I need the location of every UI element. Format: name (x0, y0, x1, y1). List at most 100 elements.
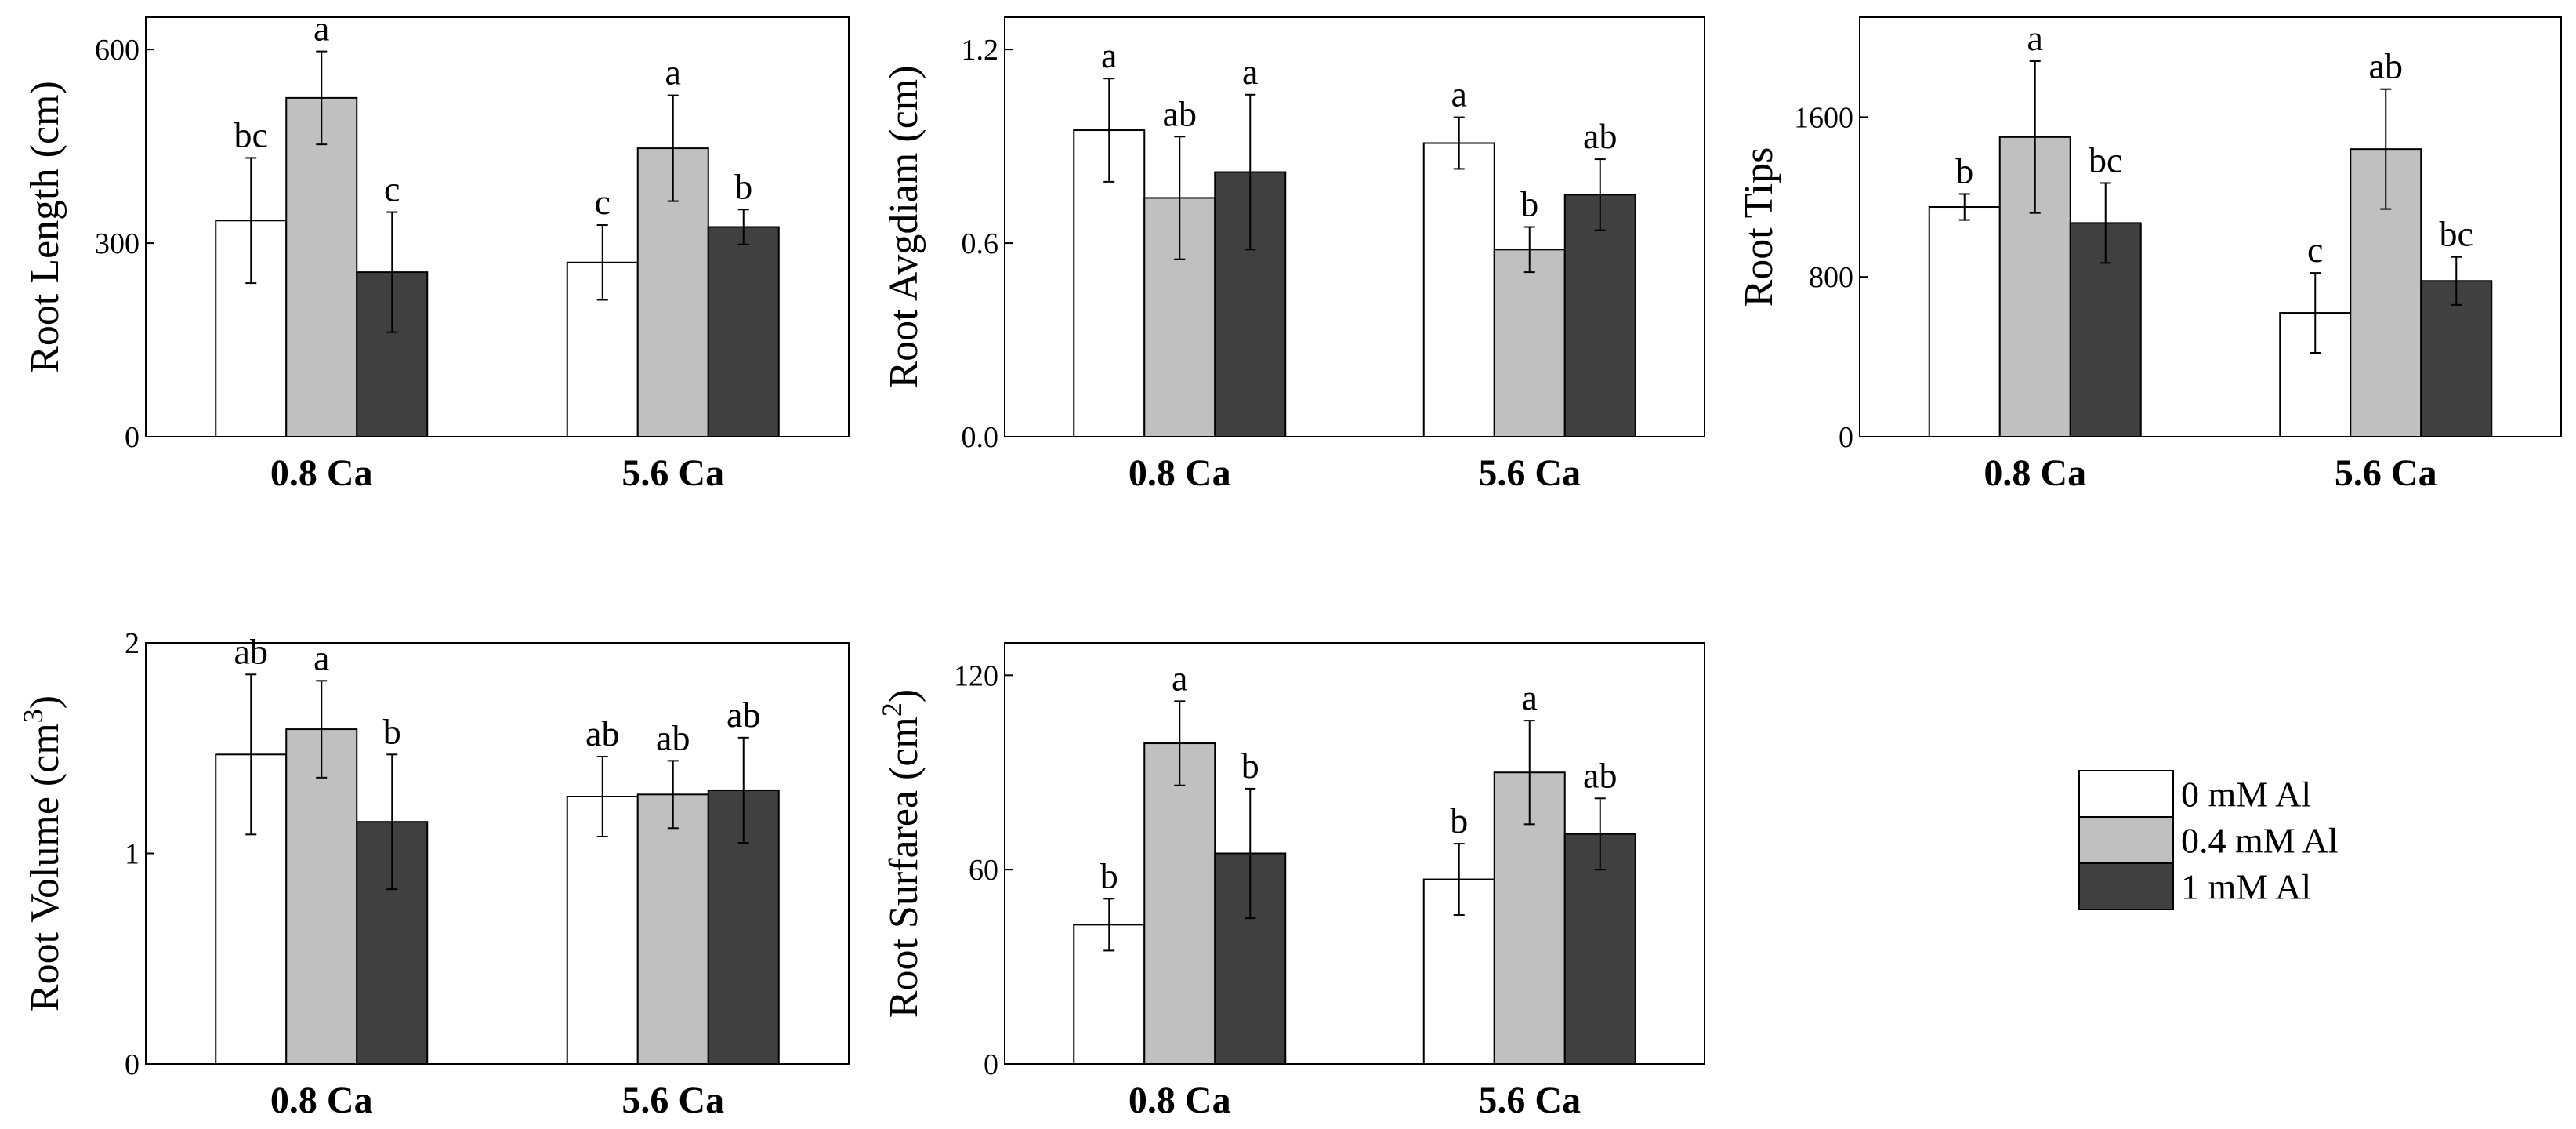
bar (1928, 206, 2001, 437)
error-bar (1103, 898, 1115, 952)
error-bar (1453, 843, 1465, 916)
legend-swatch (2078, 770, 2174, 818)
significance-label: a (1242, 52, 1258, 92)
y-tick-label: 2 (125, 627, 139, 660)
significance-label: bc (234, 114, 268, 154)
category-label: 5.6 Ca (621, 452, 724, 494)
error-bar (2380, 88, 2392, 210)
y-tick-label: 0 (1839, 421, 1853, 454)
plot-frame (1859, 16, 2562, 437)
error-bar (1174, 136, 1186, 260)
category-label: 0.8 Ca (1984, 452, 2086, 494)
significance-label: a (313, 9, 329, 49)
significance-label: ab (656, 717, 690, 757)
significance-label: ab (1583, 755, 1617, 795)
y-tick-label: 600 (95, 34, 139, 67)
category-label: 5.6 Ca (2335, 452, 2437, 494)
category-label: 0.8 Ca (1129, 1080, 1231, 1121)
bar (1422, 142, 1495, 437)
category-label: 5.6 Ca (1478, 1080, 1581, 1121)
significance-label: c (384, 169, 400, 209)
significance-label: ab (1583, 116, 1617, 156)
significance-label: b (734, 166, 752, 206)
bar (285, 96, 358, 437)
category-label: 5.6 Ca (1478, 452, 1581, 494)
significance-label: a (1101, 35, 1117, 75)
error-bar (737, 209, 749, 245)
significance-label: b (1955, 151, 1973, 191)
y-tick-label: 1.2 (962, 34, 999, 67)
significance-label: a (665, 53, 681, 93)
y-tick-label: 0 (125, 421, 139, 454)
y-axis-title: Root Avgdiam (cm) (882, 65, 926, 388)
error-bar (2029, 60, 2041, 214)
error-bar (316, 50, 328, 146)
significance-label: ab (234, 631, 268, 671)
error-bar (1103, 78, 1115, 183)
significance-label: b (1450, 800, 1468, 840)
significance-label: a (1451, 74, 1467, 114)
error-bar (245, 673, 257, 836)
significance-label: b (1241, 746, 1259, 786)
y-tick-label: 0 (984, 1048, 998, 1081)
plot-frame (1004, 642, 1705, 1065)
significance-label: a (1522, 677, 1538, 717)
error-bar (1594, 158, 1606, 231)
y-tick-label: 60 (969, 854, 998, 887)
category-label: 5.6 Ca (621, 1080, 724, 1121)
error-bar (596, 755, 608, 838)
significance-label: ab (726, 695, 760, 735)
significance-label: b (1520, 184, 1538, 224)
legend-item: 1 mM Al (2078, 862, 2311, 910)
significance-label: a (1172, 658, 1187, 698)
y-tick-label: 1600 (1794, 101, 1853, 134)
bar (707, 226, 780, 437)
bar (1563, 833, 1636, 1065)
significance-label: ab (585, 713, 619, 753)
significance-label: c (595, 182, 610, 222)
error-bar (1523, 720, 1535, 826)
error-bar (1594, 797, 1606, 871)
error-bar (737, 736, 749, 844)
significance-label: bc (2089, 140, 2122, 180)
y-tick-label: 800 (1809, 261, 1853, 294)
y-tick-label: 0 (125, 1048, 139, 1081)
legend-item: 0.4 mM Al (2078, 816, 2339, 864)
error-bar (386, 211, 398, 333)
category-label: 0.8 Ca (1129, 452, 1231, 494)
error-bar (316, 680, 328, 779)
y-axis-title: Root Length (cm) (23, 81, 67, 373)
error-bar (245, 157, 257, 285)
error-bar (2100, 182, 2111, 264)
y-tick-label: 120 (954, 659, 998, 692)
significance-label: ab (2369, 46, 2403, 86)
bar (1493, 249, 1566, 437)
legend-label: 0.4 mM Al (2181, 821, 2339, 861)
significance-label: c (2307, 230, 2323, 270)
error-bar (386, 753, 398, 891)
legend-label: 1 mM Al (2181, 867, 2311, 907)
y-axis-title: Root Tips (1737, 147, 1781, 307)
bar (2420, 280, 2493, 437)
bar (1214, 852, 1287, 1065)
error-bar (1523, 226, 1535, 274)
error-bar (2310, 272, 2321, 354)
chart-panel-3: b a bc 0.8 Ca c ab bc 5.6 Ca 0 800 1600 Root Tips (1737, 16, 2562, 494)
chart-panel-1: bc a c 0.8 Ca c a b 5.6 Ca 0 300 600 Root Length (c… (23, 9, 850, 494)
plot-frame (1004, 16, 1705, 437)
bar (1143, 742, 1216, 1065)
legend-item: 0 mM Al (2078, 770, 2311, 818)
category-label: 0.8 Ca (270, 452, 373, 494)
legend: 0 mM Al 0.4 mM Al 1 mM Al (2078, 770, 2339, 910)
error-bar (1958, 193, 1970, 221)
significance-label: bc (2440, 214, 2473, 254)
legend-swatch (2078, 862, 2174, 910)
bar (1563, 194, 1636, 437)
significance-label: ab (1163, 93, 1197, 133)
significance-label: b (383, 711, 401, 751)
error-bar (1245, 93, 1256, 251)
